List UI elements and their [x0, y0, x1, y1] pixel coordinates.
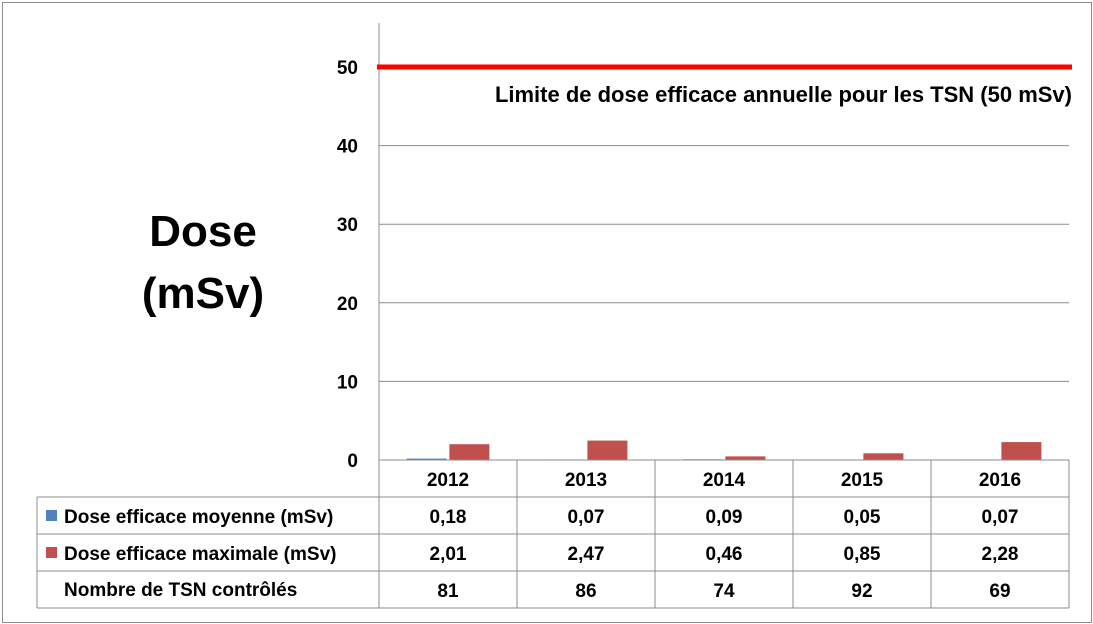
legend-swatch [46, 510, 57, 521]
bar-max [725, 456, 766, 460]
y-tick-label: 10 [337, 372, 358, 393]
bar-max [863, 453, 904, 460]
data-label: 0,09 [706, 507, 743, 528]
category-label: 2015 [841, 470, 884, 491]
data-label: 0,85 [844, 544, 881, 565]
data-label: 0,07 [568, 507, 605, 528]
data-label: 0,18 [430, 507, 467, 528]
bar-max [449, 444, 490, 460]
category-label: 2016 [979, 470, 1021, 491]
table-row-label: Dose efficace maximale (mSv) [64, 544, 336, 565]
y-tick-label: 20 [337, 294, 358, 315]
y-tick-label: 30 [337, 215, 358, 236]
chart-svg: 0 10 20 30 40 50 Limite de dose efficace annue… [36, 23, 1072, 609]
table-row-label: Nombre de TSN contrôlés [64, 580, 297, 601]
y-tick-label: 40 [337, 137, 358, 158]
category-label: 2012 [427, 470, 469, 491]
table-row-label: Dose efficace moyenne (mSv) [64, 507, 333, 528]
legend-swatch [46, 547, 57, 558]
y-tick-label: 50 [337, 58, 358, 79]
data-label: 0,05 [844, 507, 881, 528]
table-cell: 74 [713, 581, 735, 602]
bar-mean [406, 458, 447, 460]
table-cell: 69 [989, 581, 1010, 602]
y-axis-label: Dose (mSv) [103, 201, 303, 325]
table-cell: 86 [575, 581, 596, 602]
bar-max [587, 440, 628, 460]
data-label: 2,01 [430, 544, 467, 565]
table-cell: 92 [851, 581, 872, 602]
y-tick-label: 0 [347, 451, 358, 472]
data-label: 2,28 [982, 544, 1019, 565]
data-label: 0,07 [982, 507, 1019, 528]
y-axis-label-line-1: Dose [149, 207, 257, 256]
table-cell: 81 [437, 581, 459, 602]
reference-line-label: Limite de dose efficace annuelle pour le… [495, 82, 1072, 107]
data-label: 0,46 [706, 544, 743, 565]
category-label: 2013 [565, 470, 607, 491]
data-label: 2,47 [568, 544, 605, 565]
category-label: 2014 [703, 470, 746, 491]
y-axis-label-line-2: (mSv) [141, 269, 265, 318]
bar-max [1001, 442, 1042, 460]
